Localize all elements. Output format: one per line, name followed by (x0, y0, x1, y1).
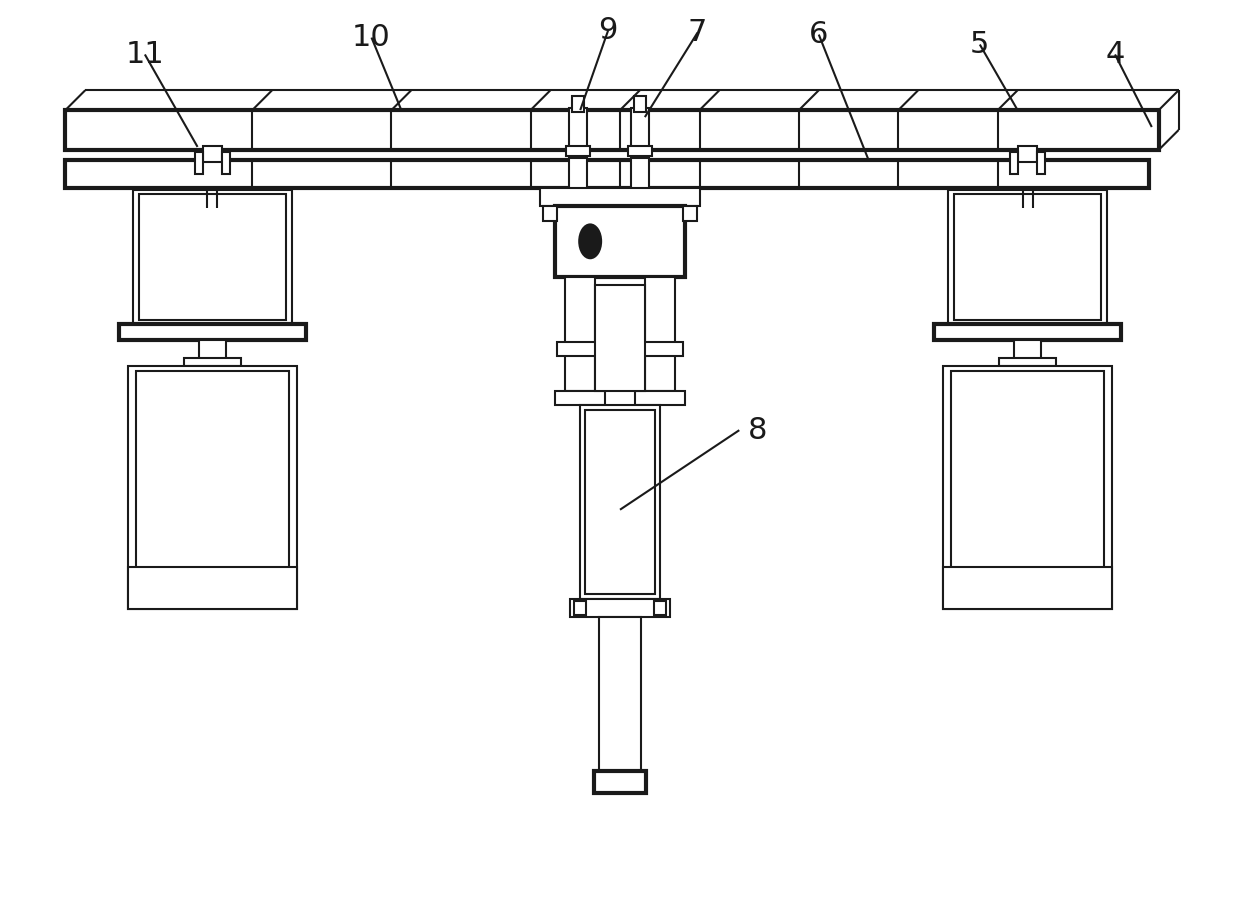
Bar (585, 411, 655, 594)
Bar (128, 366, 296, 609)
Bar (637, 342, 683, 355)
Bar (635, 391, 684, 405)
Text: 8: 8 (748, 415, 766, 445)
Bar (594, 771, 646, 793)
Bar (184, 357, 242, 366)
Ellipse shape (579, 224, 601, 258)
Bar (541, 187, 699, 206)
Text: 4: 4 (1105, 40, 1125, 69)
Bar (133, 189, 291, 324)
Bar (1009, 152, 1018, 174)
Bar (66, 160, 1148, 187)
Bar (139, 194, 286, 320)
Bar (119, 324, 306, 340)
Bar (934, 324, 1121, 340)
Bar (222, 152, 231, 174)
Bar (653, 601, 666, 615)
Bar (543, 206, 557, 222)
Bar (631, 108, 649, 152)
Bar (627, 146, 652, 156)
Bar (202, 146, 222, 162)
Bar (944, 568, 1112, 609)
Text: 5: 5 (970, 30, 990, 59)
Text: 9: 9 (599, 16, 618, 45)
Bar (66, 110, 1158, 150)
Bar (556, 206, 684, 277)
Bar (634, 96, 646, 112)
Bar (556, 391, 605, 405)
Bar (195, 152, 202, 174)
Bar (580, 405, 660, 599)
Bar (631, 158, 649, 189)
Bar (565, 277, 595, 391)
Text: 6: 6 (810, 20, 828, 49)
Bar (128, 568, 296, 609)
Bar (595, 285, 645, 391)
Bar (570, 599, 670, 617)
Bar (951, 370, 1104, 605)
Bar (998, 357, 1056, 366)
Bar (569, 158, 588, 189)
Text: 10: 10 (352, 23, 391, 52)
Bar (954, 194, 1101, 320)
Bar (569, 108, 588, 152)
Bar (944, 366, 1112, 609)
Bar (573, 96, 584, 112)
Bar (1038, 152, 1045, 174)
Bar (1018, 146, 1038, 162)
Bar (574, 601, 587, 615)
Bar (198, 340, 227, 364)
Text: 11: 11 (125, 40, 164, 69)
Bar (136, 370, 289, 605)
Bar (645, 277, 675, 391)
Bar (683, 206, 697, 222)
Bar (949, 189, 1107, 324)
Bar (1013, 340, 1042, 364)
Bar (567, 146, 590, 156)
Bar (557, 342, 603, 355)
Text: 7: 7 (688, 18, 707, 47)
Bar (599, 617, 641, 771)
